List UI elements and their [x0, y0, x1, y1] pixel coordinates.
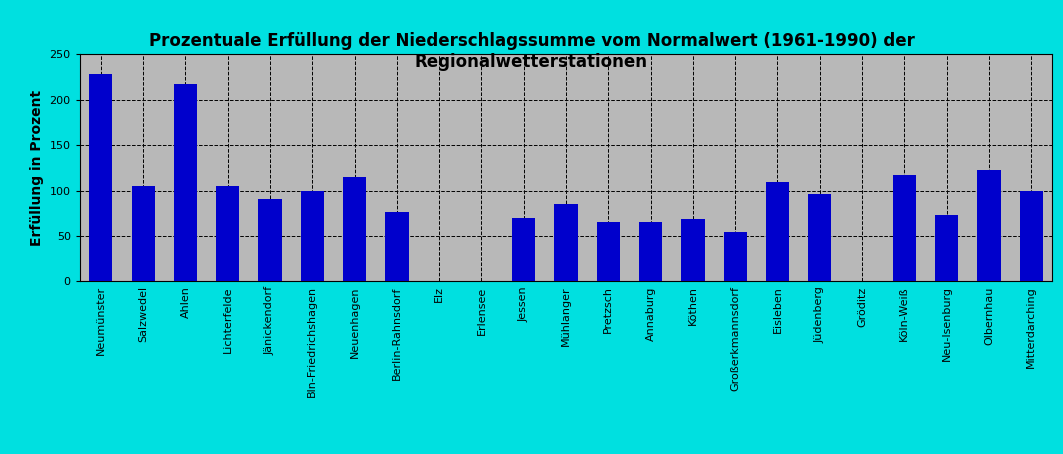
Bar — [977, 170, 1000, 281]
Bar — [385, 212, 408, 281]
Bar — [343, 177, 367, 281]
Bar — [132, 186, 155, 281]
Y-axis label: Erfüllung in Prozent: Erfüllung in Prozent — [30, 90, 44, 246]
Bar — [301, 191, 324, 281]
Text: Prozentuale Erfüllung der Niederschlagssumme vom Normalwert (1961-1990) der
Regi: Prozentuale Erfüllung der Niederschlagss… — [149, 32, 914, 70]
Bar — [724, 232, 747, 281]
Bar — [555, 204, 577, 281]
Bar — [639, 222, 662, 281]
Bar — [216, 186, 239, 281]
Bar — [258, 199, 282, 281]
Bar — [89, 74, 113, 281]
Bar — [893, 175, 916, 281]
Bar — [681, 219, 705, 281]
Bar — [174, 84, 197, 281]
Bar — [1019, 191, 1043, 281]
Bar — [596, 222, 620, 281]
Bar — [512, 218, 536, 281]
Bar — [765, 182, 789, 281]
Bar — [935, 215, 958, 281]
Bar — [808, 194, 831, 281]
